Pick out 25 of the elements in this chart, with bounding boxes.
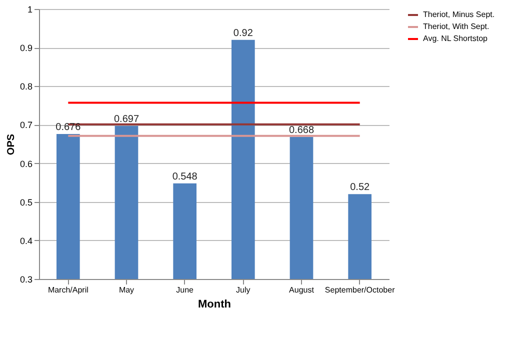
x-axis-title: Month [198, 298, 232, 310]
data-label: 0.676 [56, 122, 82, 133]
data-label: 0.52 [350, 182, 370, 194]
x-tick-label: June [176, 286, 194, 294]
legend-label: Avg. NL Shortstop [423, 34, 488, 43]
y-axis-title: OPS [6, 134, 17, 156]
x-tick-label: July [236, 286, 250, 294]
legend-label: Theriot, With Sept. [423, 22, 490, 31]
data-label: 0.668 [288, 125, 314, 136]
y-tick-label: 0.6 [20, 158, 32, 169]
x-tick-label: September/October [324, 286, 396, 294]
data-label: 0.697 [114, 114, 140, 125]
y-tick-label: 0.8 [20, 82, 32, 92]
data-label: 0.92 [233, 28, 254, 39]
y-tick-label: 0.7 [20, 120, 32, 130]
y-tick-label: 0.9 [20, 43, 32, 54]
y-tick-label: 0.5 [20, 197, 32, 208]
x-tick-label: August [289, 286, 315, 294]
data-label: 0.548 [172, 171, 198, 182]
y-tick-label: 0.3 [20, 274, 32, 284]
y-tick-label: 0.4 [20, 236, 32, 246]
y-tick-label: 1 [27, 4, 32, 14]
x-tick-label: May [118, 286, 134, 294]
x-tick-label: March/April [48, 286, 89, 294]
legend-label: Theriot, Minus Sept. [423, 10, 495, 19]
